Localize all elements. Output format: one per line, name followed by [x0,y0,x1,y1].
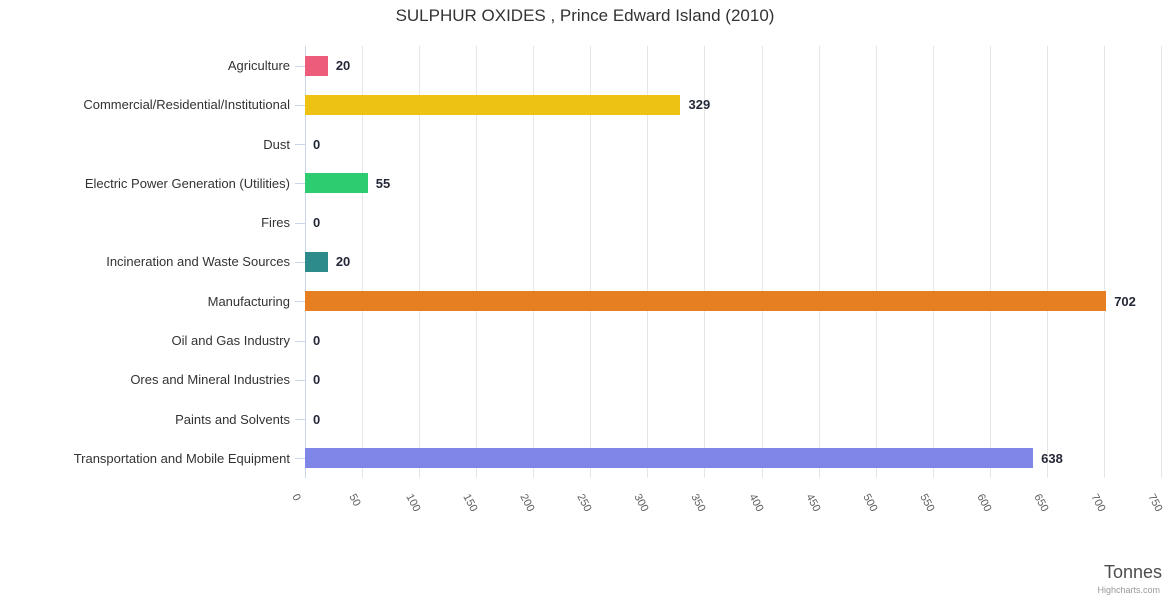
x-axis-tick-label: 150 [460,492,480,514]
value-label: 0 [313,333,321,349]
bar-incineration-and-waste-sources[interactable] [305,251,328,272]
chart-row-manufacturing: Manufacturing 702 [208,282,1161,321]
x-axis-tick-label: 250 [574,492,594,514]
category-label: Incineration and Waste Sources [106,254,290,270]
category-tick-mark [295,222,305,224]
chart-row-commercial-residential-institutional: Commercial/Residential/Institutional 329 [83,85,1161,124]
x-axis-tick-label: 500 [860,492,880,514]
x-axis-tick-label: 100 [403,492,423,514]
gridline [533,46,535,478]
value-label: 638 [1041,450,1063,466]
category-label: Ores and Mineral Industries [130,372,290,388]
chart-row-transportation-and-mobile-equipment: Transportation and Mobile Equipment 638 [74,439,1161,478]
chart-row-ores-and-mineral-industries: Ores and Mineral Industries 0 [130,360,1161,399]
category-label: Manufacturing [207,293,290,309]
plot-area: Agriculture 20 Commercial/Residential/Inst… [74,46,1162,478]
category-tick-mark [295,301,305,303]
x-axis-tick-label: 750 [1145,492,1165,514]
category-tick-mark [295,379,305,381]
chart-title: SULPHUR OXIDES , Prince Edward Island (2… [395,6,775,25]
gridline [362,46,364,478]
gridline [1103,46,1105,478]
value-label: 0 [313,215,321,231]
gridline [647,46,649,478]
value-label: 329 [688,97,711,113]
x-axis-title: Tonnes [1103,562,1162,582]
value-label: 55 [375,175,391,191]
gridline [590,46,592,478]
x-axis-tick-label: 600 [974,492,994,514]
x-axis-tick-label: 50 [346,492,363,509]
bar-agriculture[interactable] [305,55,328,76]
x-axis-labels: 0 50 100 150 200 250 300 350 400 450 500 550 600 650 7… [289,492,1165,562]
category-label: Fires [261,215,290,231]
bar-electric-power-generation-utilities[interactable] [305,173,368,194]
value-label: 20 [335,254,351,270]
value-label: 0 [313,411,321,427]
x-axis-tick-label: 550 [917,492,937,514]
chart-row-oil-and-gas-industry: Oil and Gas Industry 0 [172,321,1161,360]
category-tick-mark [295,340,305,342]
gridline [761,46,763,478]
category-tick-mark [295,65,305,67]
gridline [932,46,934,478]
x-axis-tick-label: 450 [802,492,823,514]
gridline [476,46,478,478]
chart-row-agriculture: Agriculture 20 [228,46,1161,85]
bar-transportation-and-mobile-equipment[interactable] [305,448,1034,469]
chart-row-dust: Dust 0 [263,125,1161,164]
gridline [875,46,877,478]
x-axis-tick-label: 700 [1088,492,1108,514]
category-label: Paints and Solvents [175,411,290,427]
chart-row-fires: Fires 0 [261,203,1161,242]
category-label: Electric Power Generation (Utilities) [84,175,290,191]
x-axis-tick-label: 350 [688,492,709,514]
gridline [419,46,421,478]
chart-row-paints-and-solvents: Paints and Solvents 0 [175,399,1161,438]
x-axis-tick-label: 0 [289,492,303,504]
bar-manufacturing[interactable] [305,291,1107,312]
x-axis-tick-label: 400 [745,492,766,514]
gridline [1161,46,1162,478]
category-label: Oil and Gas Industry [171,333,291,349]
category-label: Commercial/Residential/Institutional [83,97,290,113]
category-tick-mark [295,419,305,421]
value-label: 20 [335,58,351,74]
gridline [818,46,820,478]
x-axis-tick-label: 650 [1031,492,1051,514]
value-label: 702 [1114,293,1136,309]
category-tick-mark [295,144,305,146]
category-tick-mark [295,183,305,185]
category-label: Dust [263,136,290,152]
gridline [989,46,991,478]
value-label: 0 [313,372,321,388]
category-tick-mark [295,104,305,106]
chart-row-electric-power-generation-utilities: Electric Power Generation (Utilities) 55 [85,164,1161,203]
category-label: Transportation and Mobile Equipment [73,450,290,466]
bar-commercial-residential-institutional[interactable] [305,94,681,115]
category-tick-mark [295,458,305,460]
x-axis-tick-label: 200 [517,492,537,514]
x-axis-tick-label: 300 [631,492,652,514]
chart-row-incineration-and-waste-sources: Incineration and Waste Sources 20 [106,242,1161,281]
category-tick-mark [295,261,305,263]
value-label: 0 [313,136,321,152]
category-label: Agriculture [227,58,290,74]
highcharts-credit[interactable]: Highcharts.com [1097,585,1160,595]
gridline [1046,46,1048,478]
gridline [704,46,706,478]
